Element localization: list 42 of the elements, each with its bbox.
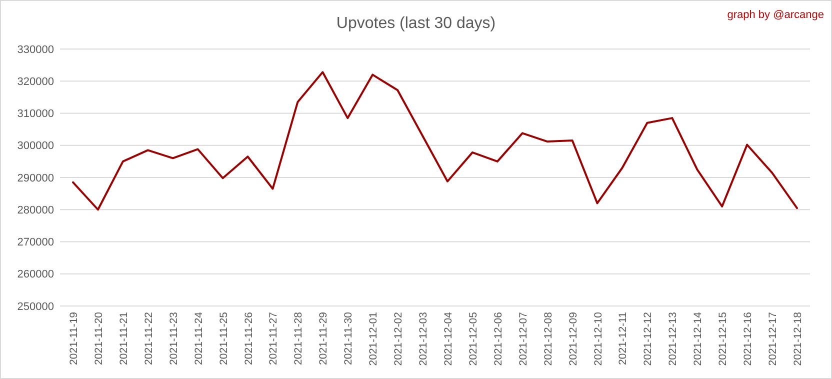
x-tick-label: 2021-12-08 xyxy=(542,312,554,366)
y-tick-label: 260000 xyxy=(17,268,54,281)
x-tick-label: 2021-12-17 xyxy=(767,312,780,366)
chart-title: Upvotes (last 30 days) xyxy=(336,15,496,32)
x-tick-label: 2021-11-24 xyxy=(192,312,205,365)
x-tick-label: 2021-11-30 xyxy=(342,312,355,365)
x-tick-label: 2021-11-26 xyxy=(242,312,255,365)
x-tick-label: 2021-12-02 xyxy=(392,312,405,366)
x-tick-label: 2021-11-28 xyxy=(292,312,305,365)
x-tick-label: 2021-12-13 xyxy=(667,312,680,366)
x-tick-label: 2021-11-29 xyxy=(318,312,330,365)
x-tick-label: 2021-12-14 xyxy=(692,312,704,366)
x-tick-label: 2021-12-18 xyxy=(792,312,804,366)
x-tick-label: 2021-12-10 xyxy=(592,312,604,366)
y-tick-label: 320000 xyxy=(17,76,54,88)
x-tick-label: 2021-11-20 xyxy=(92,312,105,365)
y-tick-label: 280000 xyxy=(17,204,54,216)
y-tick-label: 290000 xyxy=(17,172,54,184)
x-tick-label: 2021-11-23 xyxy=(168,312,180,365)
x-tick-label: 2021-12-11 xyxy=(617,312,630,365)
x-tick-label: 2021-12-03 xyxy=(418,312,430,366)
y-tick-label: 330000 xyxy=(17,44,54,56)
x-tick-label: 2021-12-15 xyxy=(717,312,730,366)
line-series xyxy=(72,71,798,211)
y-tick-label: 270000 xyxy=(17,236,54,249)
x-tick-label: 2021-12-09 xyxy=(567,312,580,366)
x-tick-label: 2021-11-19 xyxy=(68,312,80,365)
x-tick-label: 2021-12-07 xyxy=(517,312,530,366)
x-tick-label: 2021-12-05 xyxy=(467,312,480,366)
x-tick-label: 2021-11-22 xyxy=(142,312,155,365)
x-tick-label: 2021-12-16 xyxy=(742,312,754,366)
x-tick-label: 2021-12-06 xyxy=(492,312,504,366)
x-tick-label: 2021-12-01 xyxy=(368,312,380,366)
x-tick-label: 2021-11-21 xyxy=(118,312,130,365)
text: graph by @arcange xyxy=(727,9,824,21)
y-tick-label: 310000 xyxy=(17,108,54,120)
x-tick-label: 2021-11-25 xyxy=(218,312,230,365)
y-tick-label: 300000 xyxy=(17,140,54,152)
x-tick-label: 2021-11-27 xyxy=(268,312,280,365)
y-tick-label: 250000 xyxy=(17,300,54,313)
x-tick-label: 2021-12-12 xyxy=(642,312,654,366)
x-tick-label: 2021-12-04 xyxy=(442,312,454,366)
